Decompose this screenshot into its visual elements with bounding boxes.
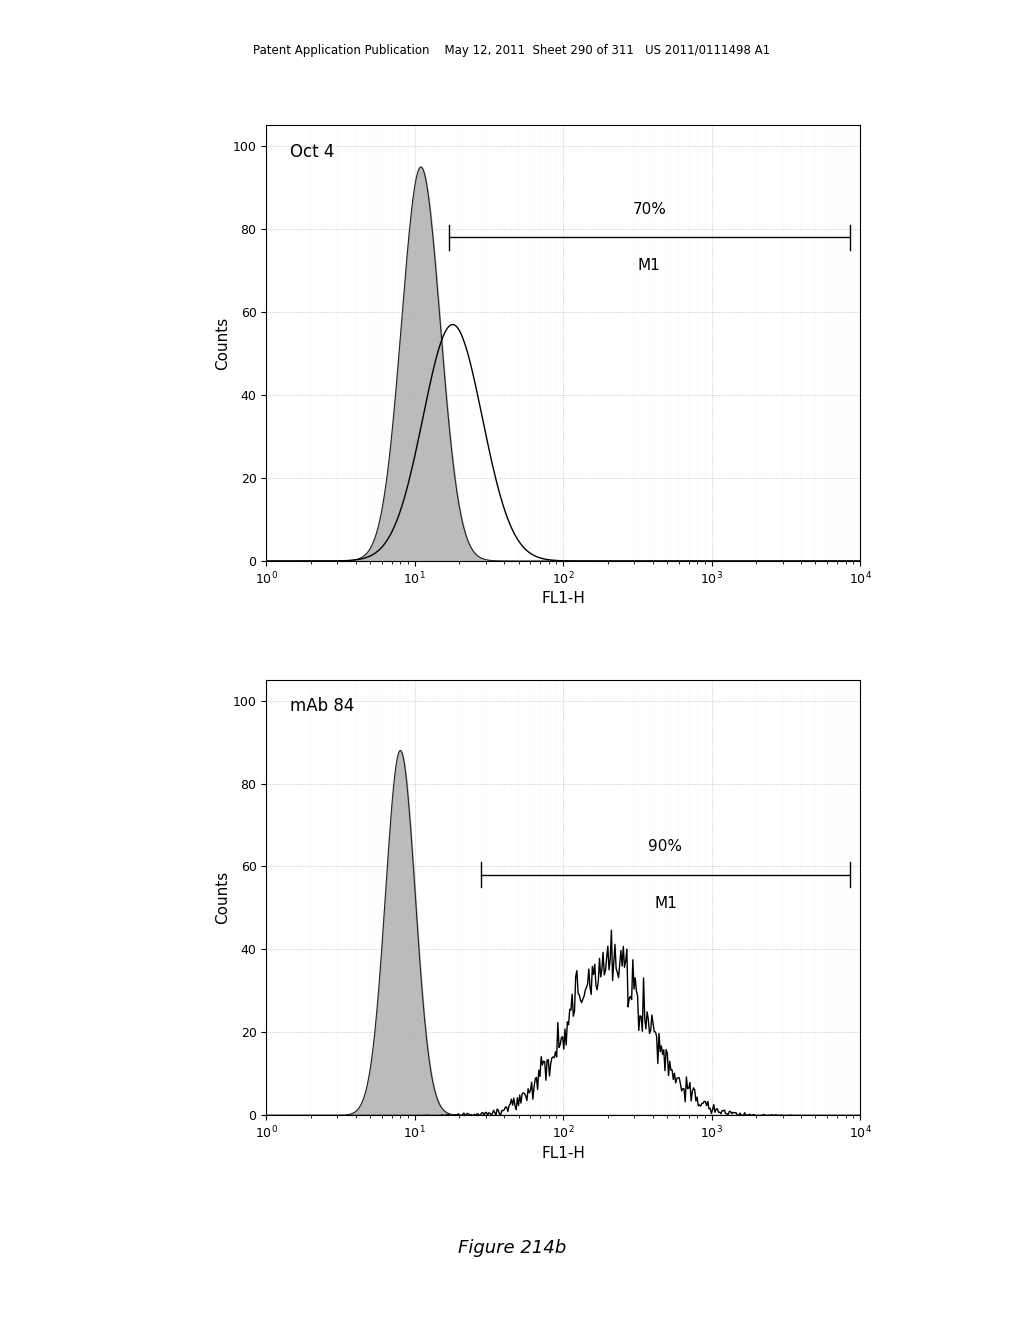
X-axis label: FL1-H: FL1-H: [542, 1146, 585, 1160]
Text: 70%: 70%: [633, 202, 667, 216]
Y-axis label: Counts: Counts: [215, 317, 229, 370]
Text: Patent Application Publication    May 12, 2011  Sheet 290 of 311   US 2011/01114: Patent Application Publication May 12, 2…: [253, 44, 771, 57]
Text: mAb 84: mAb 84: [290, 697, 354, 715]
Text: Oct 4: Oct 4: [290, 143, 335, 161]
Y-axis label: Counts: Counts: [215, 871, 229, 924]
Text: 90%: 90%: [648, 840, 682, 854]
Text: Figure 214b: Figure 214b: [458, 1238, 566, 1257]
X-axis label: FL1-H: FL1-H: [542, 591, 585, 606]
Text: M1: M1: [638, 259, 660, 273]
Text: M1: M1: [654, 895, 677, 911]
